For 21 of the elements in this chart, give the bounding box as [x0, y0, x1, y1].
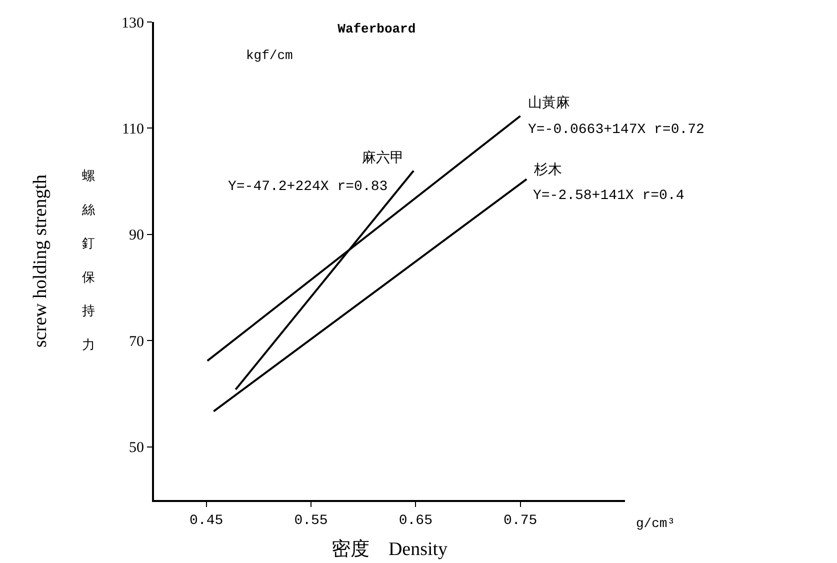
- x-tick-label: 0.45: [190, 512, 224, 529]
- x-tick-label: 0.75: [504, 512, 538, 529]
- text: 螺絲釘保持力: [82, 169, 95, 353]
- annotation: kgf/cm: [246, 48, 294, 63]
- series-label: 麻六甲: [362, 150, 404, 166]
- y-tick-label: 130: [122, 15, 144, 32]
- series-label: 杉木: [533, 162, 562, 178]
- series-label: 山黃麻: [528, 95, 570, 111]
- y-tick-label: 50: [129, 440, 144, 456]
- annotation: Y=-47.2+224X r=0.83: [228, 179, 388, 195]
- y-axis-title: screw holding strength: [30, 174, 51, 348]
- chart-title: Waferboard: [338, 22, 416, 37]
- y-tick-label: 90: [129, 228, 144, 244]
- y-tick-label: 110: [122, 121, 144, 138]
- x-tick-label: 0.65: [398, 512, 432, 529]
- annotation: Y=-0.0663+147X r=0.72: [528, 122, 704, 138]
- x-axis-title: 密度 Density: [331, 538, 448, 560]
- annotation: Y=-2.58+141X r=0.4: [533, 188, 684, 204]
- text: g/cm³: [636, 516, 676, 531]
- y-tick-label: 70: [129, 334, 144, 350]
- x-tick-label: 0.55: [294, 512, 328, 529]
